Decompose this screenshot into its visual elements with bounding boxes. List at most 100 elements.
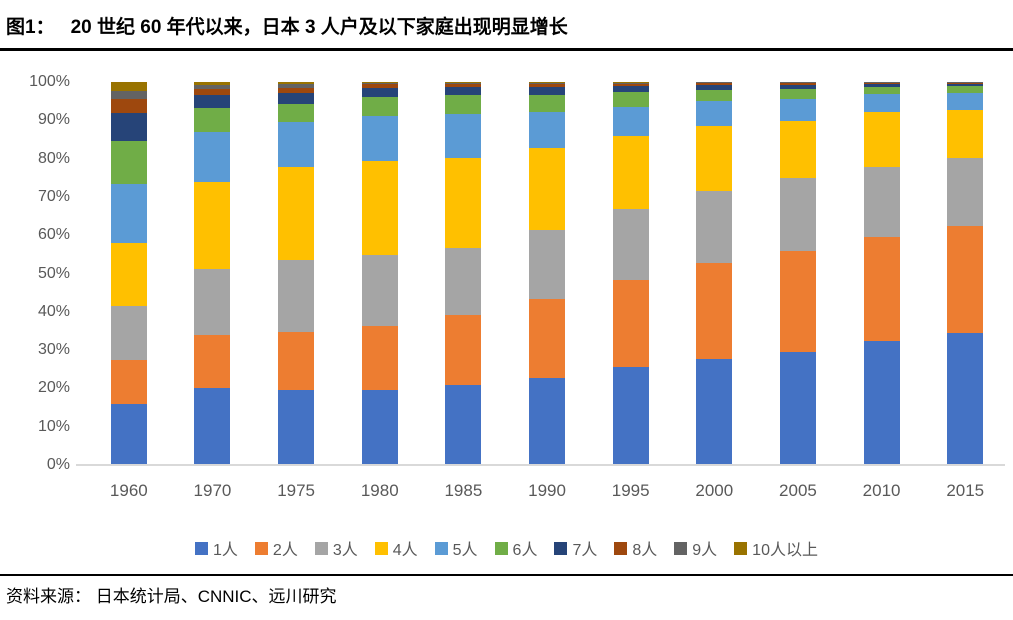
- y-axis-tick-label: 70%: [37, 187, 70, 205]
- bar-segment: [361, 389, 398, 465]
- bar-segment: [278, 122, 315, 168]
- bar-segment: [612, 92, 649, 107]
- bar-segment: [194, 388, 231, 465]
- legend-swatch-icon: [314, 541, 328, 555]
- y-axis-tick-label: 20%: [37, 379, 70, 397]
- plot-area: [87, 82, 1007, 465]
- bar-segment: [696, 191, 733, 264]
- bar-segment: [529, 111, 566, 148]
- bar-segment: [779, 178, 816, 251]
- bar-segment: [278, 87, 315, 94]
- bar-segment: [110, 90, 147, 99]
- bar-segment: [863, 86, 900, 94]
- bar-segment: [278, 331, 315, 390]
- bar-segment: [529, 229, 566, 299]
- legend-item: 2人: [254, 536, 298, 560]
- x-axis-baseline: [76, 464, 1005, 466]
- bar-segment: [779, 99, 816, 122]
- bar-segment: [445, 82, 482, 83]
- bar-segment: [696, 359, 733, 465]
- x-axis-tick-label: 1985: [444, 481, 483, 500]
- figure-title: 图1： 20 世纪 60 年代以来，日本 3 人户及以下家庭出现明显增长: [6, 12, 568, 39]
- legend-item: 9人: [674, 536, 717, 560]
- bar-segment: [696, 85, 733, 91]
- bar-segment: [696, 263, 733, 360]
- y-axis-tick-label: 50%: [37, 264, 70, 282]
- bar-segment: [194, 85, 231, 89]
- y-axis-tick-label: 100%: [29, 73, 70, 90]
- legend-item: 7人: [554, 536, 597, 560]
- bar-segment: [947, 83, 984, 87]
- bar-segment: [110, 141, 147, 184]
- bar-segment: [445, 247, 482, 315]
- legend-item: 8人: [614, 536, 657, 560]
- bar-segment: [445, 82, 482, 84]
- bar-segment: [194, 181, 231, 269]
- x-axis-tick-label: 2000: [695, 481, 734, 500]
- legend-label: 4人: [392, 542, 418, 559]
- bar-segment: [110, 98, 147, 114]
- bar-segment: [612, 83, 649, 86]
- legend-label: 9人: [692, 542, 718, 559]
- bar-slot: [672, 82, 756, 465]
- bar-segment: [947, 109, 984, 158]
- x-axis-tick-label: 2005: [779, 481, 817, 500]
- bar-segment: [863, 93, 900, 112]
- bar-segment: [529, 82, 566, 85]
- bar-segment: [947, 82, 984, 84]
- bar-segment: [947, 86, 984, 93]
- bar-segment: [278, 167, 315, 261]
- bar-segment: [529, 377, 566, 465]
- bar-segment: [863, 82, 900, 84]
- bar-segment: [110, 403, 147, 465]
- bar-segment: [779, 89, 816, 100]
- x-axis-tick-label: 1960: [109, 481, 148, 500]
- legend-item: 6人: [494, 536, 538, 560]
- bar-segment: [278, 260, 315, 332]
- bar-segment: [194, 132, 231, 182]
- bar-segment: [278, 93, 315, 104]
- figure-number: 图1：: [6, 17, 55, 38]
- x-axis-tick-label: 2015: [946, 481, 985, 500]
- bar-segment: [947, 92, 984, 110]
- bar-segment: [278, 82, 315, 85]
- stacked-bar-2005: [779, 82, 816, 465]
- bar-segment: [194, 334, 231, 389]
- bar-segment: [612, 106, 649, 137]
- bar-slot: [589, 82, 673, 465]
- legend-swatch-icon: [374, 541, 388, 555]
- stacked-bar-1980: [361, 82, 398, 465]
- bar-segment: [779, 82, 816, 84]
- bar-segment: [696, 101, 733, 127]
- bar-segment: [612, 280, 649, 367]
- legend-swatch-icon: [494, 541, 508, 555]
- bar-segment: [445, 314, 482, 385]
- bar-segment: [696, 83, 733, 86]
- bar-segment: [278, 84, 315, 88]
- bar-segment: [863, 83, 900, 87]
- legend-item: 10人以上: [734, 536, 818, 560]
- bar-segment: [361, 326, 398, 390]
- y-axis-tick-label: 80%: [37, 149, 70, 167]
- bar-segment: [529, 82, 566, 83]
- y-axis-tick-label: 0%: [46, 456, 70, 473]
- bar-segment: [863, 167, 900, 237]
- bar-segment: [278, 103, 315, 123]
- bar-segment: [361, 255, 398, 327]
- legend-label: 6人: [512, 542, 538, 559]
- bar-segment: [696, 82, 733, 84]
- source-note: 资料来源： 日本统计局、CNNIC、远川研究: [6, 587, 337, 606]
- bar-segment: [529, 94, 566, 112]
- x-axis-tick-label: 1995: [611, 481, 650, 500]
- bar-segment: [361, 87, 398, 97]
- legend-label: 2人: [272, 542, 298, 559]
- stacked-bar-2010: [863, 82, 900, 465]
- bar-segment: [194, 268, 231, 335]
- bar-segment: [612, 366, 649, 465]
- bar-segment: [947, 157, 984, 227]
- bar-segment: [278, 389, 315, 465]
- bar-segment: [110, 113, 147, 142]
- x-axis-tick-label: 1990: [528, 481, 566, 500]
- bar-segment: [361, 82, 398, 85]
- bar-segment: [779, 121, 816, 179]
